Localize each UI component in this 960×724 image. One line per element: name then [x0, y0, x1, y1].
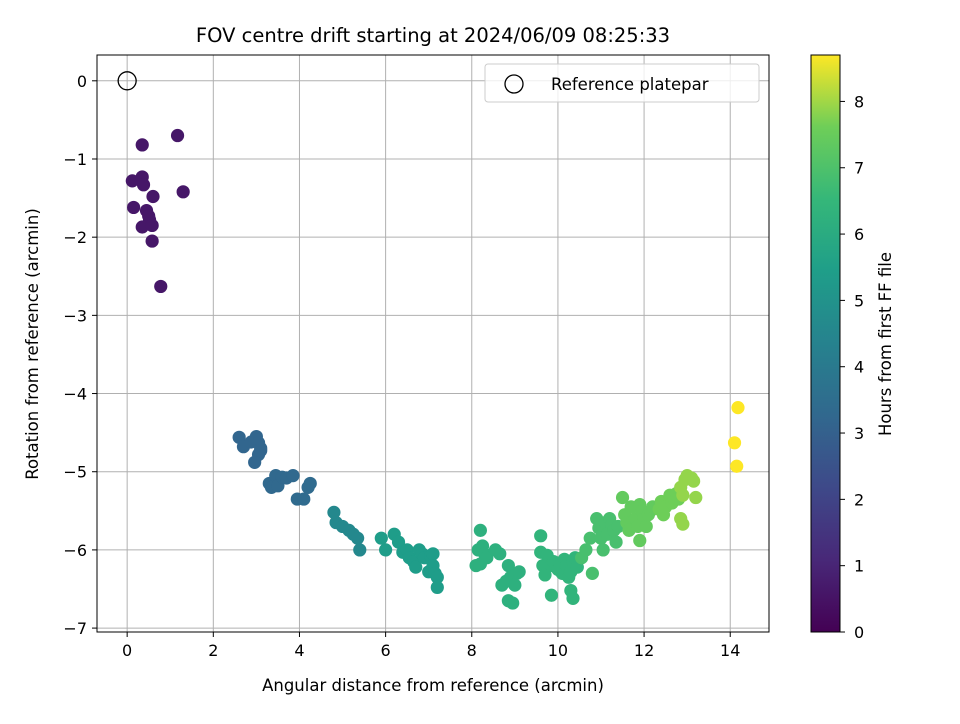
colorbar-tick-label: 5: [854, 291, 864, 310]
colorbar-tick-label: 1: [854, 557, 864, 576]
data-point: [353, 543, 367, 557]
data-point: [297, 492, 311, 506]
x-tick-label: 8: [467, 641, 477, 660]
scatter-points: [117, 71, 745, 610]
x-axis-ticks: 0 2 4 6 8 10 12 14: [122, 632, 740, 660]
y-tick-label: −2: [63, 228, 87, 247]
y-tick-label: −7: [63, 619, 87, 638]
data-point: [493, 547, 507, 561]
data-point: [585, 566, 599, 580]
data-point: [727, 436, 742, 450]
data-point: [689, 490, 703, 505]
legend-marker-reference: [504, 74, 524, 94]
data-point: [125, 174, 139, 188]
x-tick-label: 4: [294, 641, 304, 660]
data-point: [583, 531, 597, 545]
y-tick-label: −5: [63, 463, 87, 482]
colorbar-tick-label: 3: [854, 424, 864, 443]
y-tick-label: −6: [63, 541, 87, 560]
chart-title: FOV centre drift starting at 2024/06/09 …: [196, 24, 670, 47]
x-tick-label: 14: [720, 641, 740, 660]
data-point: [538, 568, 552, 582]
y-tick-label: 0: [77, 72, 87, 91]
data-point: [609, 535, 623, 549]
data-point: [303, 476, 317, 491]
data-point: [544, 588, 559, 602]
plot-frame: [96, 54, 770, 633]
data-point: [135, 138, 149, 152]
y-axis-label: Rotation from reference (arcmin): [23, 208, 42, 480]
data-point: [633, 533, 647, 548]
data-point: [327, 505, 341, 519]
data-point: [687, 474, 701, 488]
colorbar-gradient: [810, 54, 841, 633]
reference-point-marker: [117, 71, 137, 91]
data-point: [426, 547, 440, 561]
data-point: [596, 543, 610, 557]
x-tick-label: 0: [122, 641, 132, 660]
colorbar-label: Hours from first FF file: [876, 252, 895, 436]
x-tick-label: 10: [548, 641, 568, 660]
data-point: [374, 531, 388, 545]
data-point: [248, 455, 262, 469]
data-point: [676, 517, 690, 531]
data-point: [254, 444, 268, 458]
data-point: [136, 178, 151, 192]
data-point: [512, 565, 526, 579]
colorbar-tick-label: 7: [854, 159, 864, 178]
colorbar-tick-label: 4: [854, 358, 864, 377]
legend-box: [484, 63, 760, 103]
data-point: [508, 578, 522, 592]
data-point: [730, 459, 744, 473]
colorbar-tick-label: 0: [854, 623, 864, 642]
data-point: [176, 185, 190, 199]
data-point: [127, 200, 141, 215]
data-point: [430, 580, 444, 595]
y-tick-label: −1: [63, 150, 87, 169]
data-point: [579, 543, 593, 557]
data-point: [501, 558, 515, 573]
data-point: [145, 234, 159, 248]
data-point: [409, 560, 423, 574]
data-point: [676, 488, 690, 502]
y-axis-ticks: 0 −1 −2 −3 −4 −5 −6 −7: [63, 72, 97, 638]
colorbar-tick-label: 8: [854, 92, 864, 111]
x-tick-label: 12: [634, 641, 654, 660]
data-point: [534, 529, 548, 543]
data-point: [146, 189, 160, 204]
data-point: [154, 279, 168, 294]
data-point: [639, 519, 653, 534]
colorbar-tick-label: 2: [854, 490, 864, 509]
legend: Reference platepar: [484, 63, 760, 103]
data-point: [615, 490, 630, 505]
data-point: [351, 531, 365, 545]
y-tick-label: −4: [63, 385, 87, 404]
data-point: [480, 551, 494, 565]
x-axis-label: Angular distance from reference (arcmin): [262, 676, 604, 695]
data-point: [473, 523, 487, 537]
data-point: [430, 570, 444, 584]
data-point: [170, 128, 185, 143]
data-point: [135, 220, 149, 234]
x-tick-label: 2: [208, 641, 218, 660]
legend-label-reference: Reference platepar: [551, 75, 709, 94]
data-point: [145, 218, 159, 233]
data-point: [379, 543, 393, 557]
y-tick-label: −3: [63, 306, 87, 325]
data-point: [391, 535, 406, 549]
data-point: [566, 591, 580, 605]
colorbar-tick-label: 6: [854, 225, 864, 244]
data-point: [506, 596, 520, 610]
data-point: [731, 401, 745, 415]
x-tick-label: 6: [381, 641, 391, 660]
colorbar: 0 1 2 3 4 5 6 7 8 Hours from first FF file: [810, 54, 895, 642]
data-point: [286, 469, 300, 483]
colorbar-ticks: 0 1 2 3 4 5 6 7 8: [840, 92, 864, 642]
grid-lines: [97, 55, 769, 632]
